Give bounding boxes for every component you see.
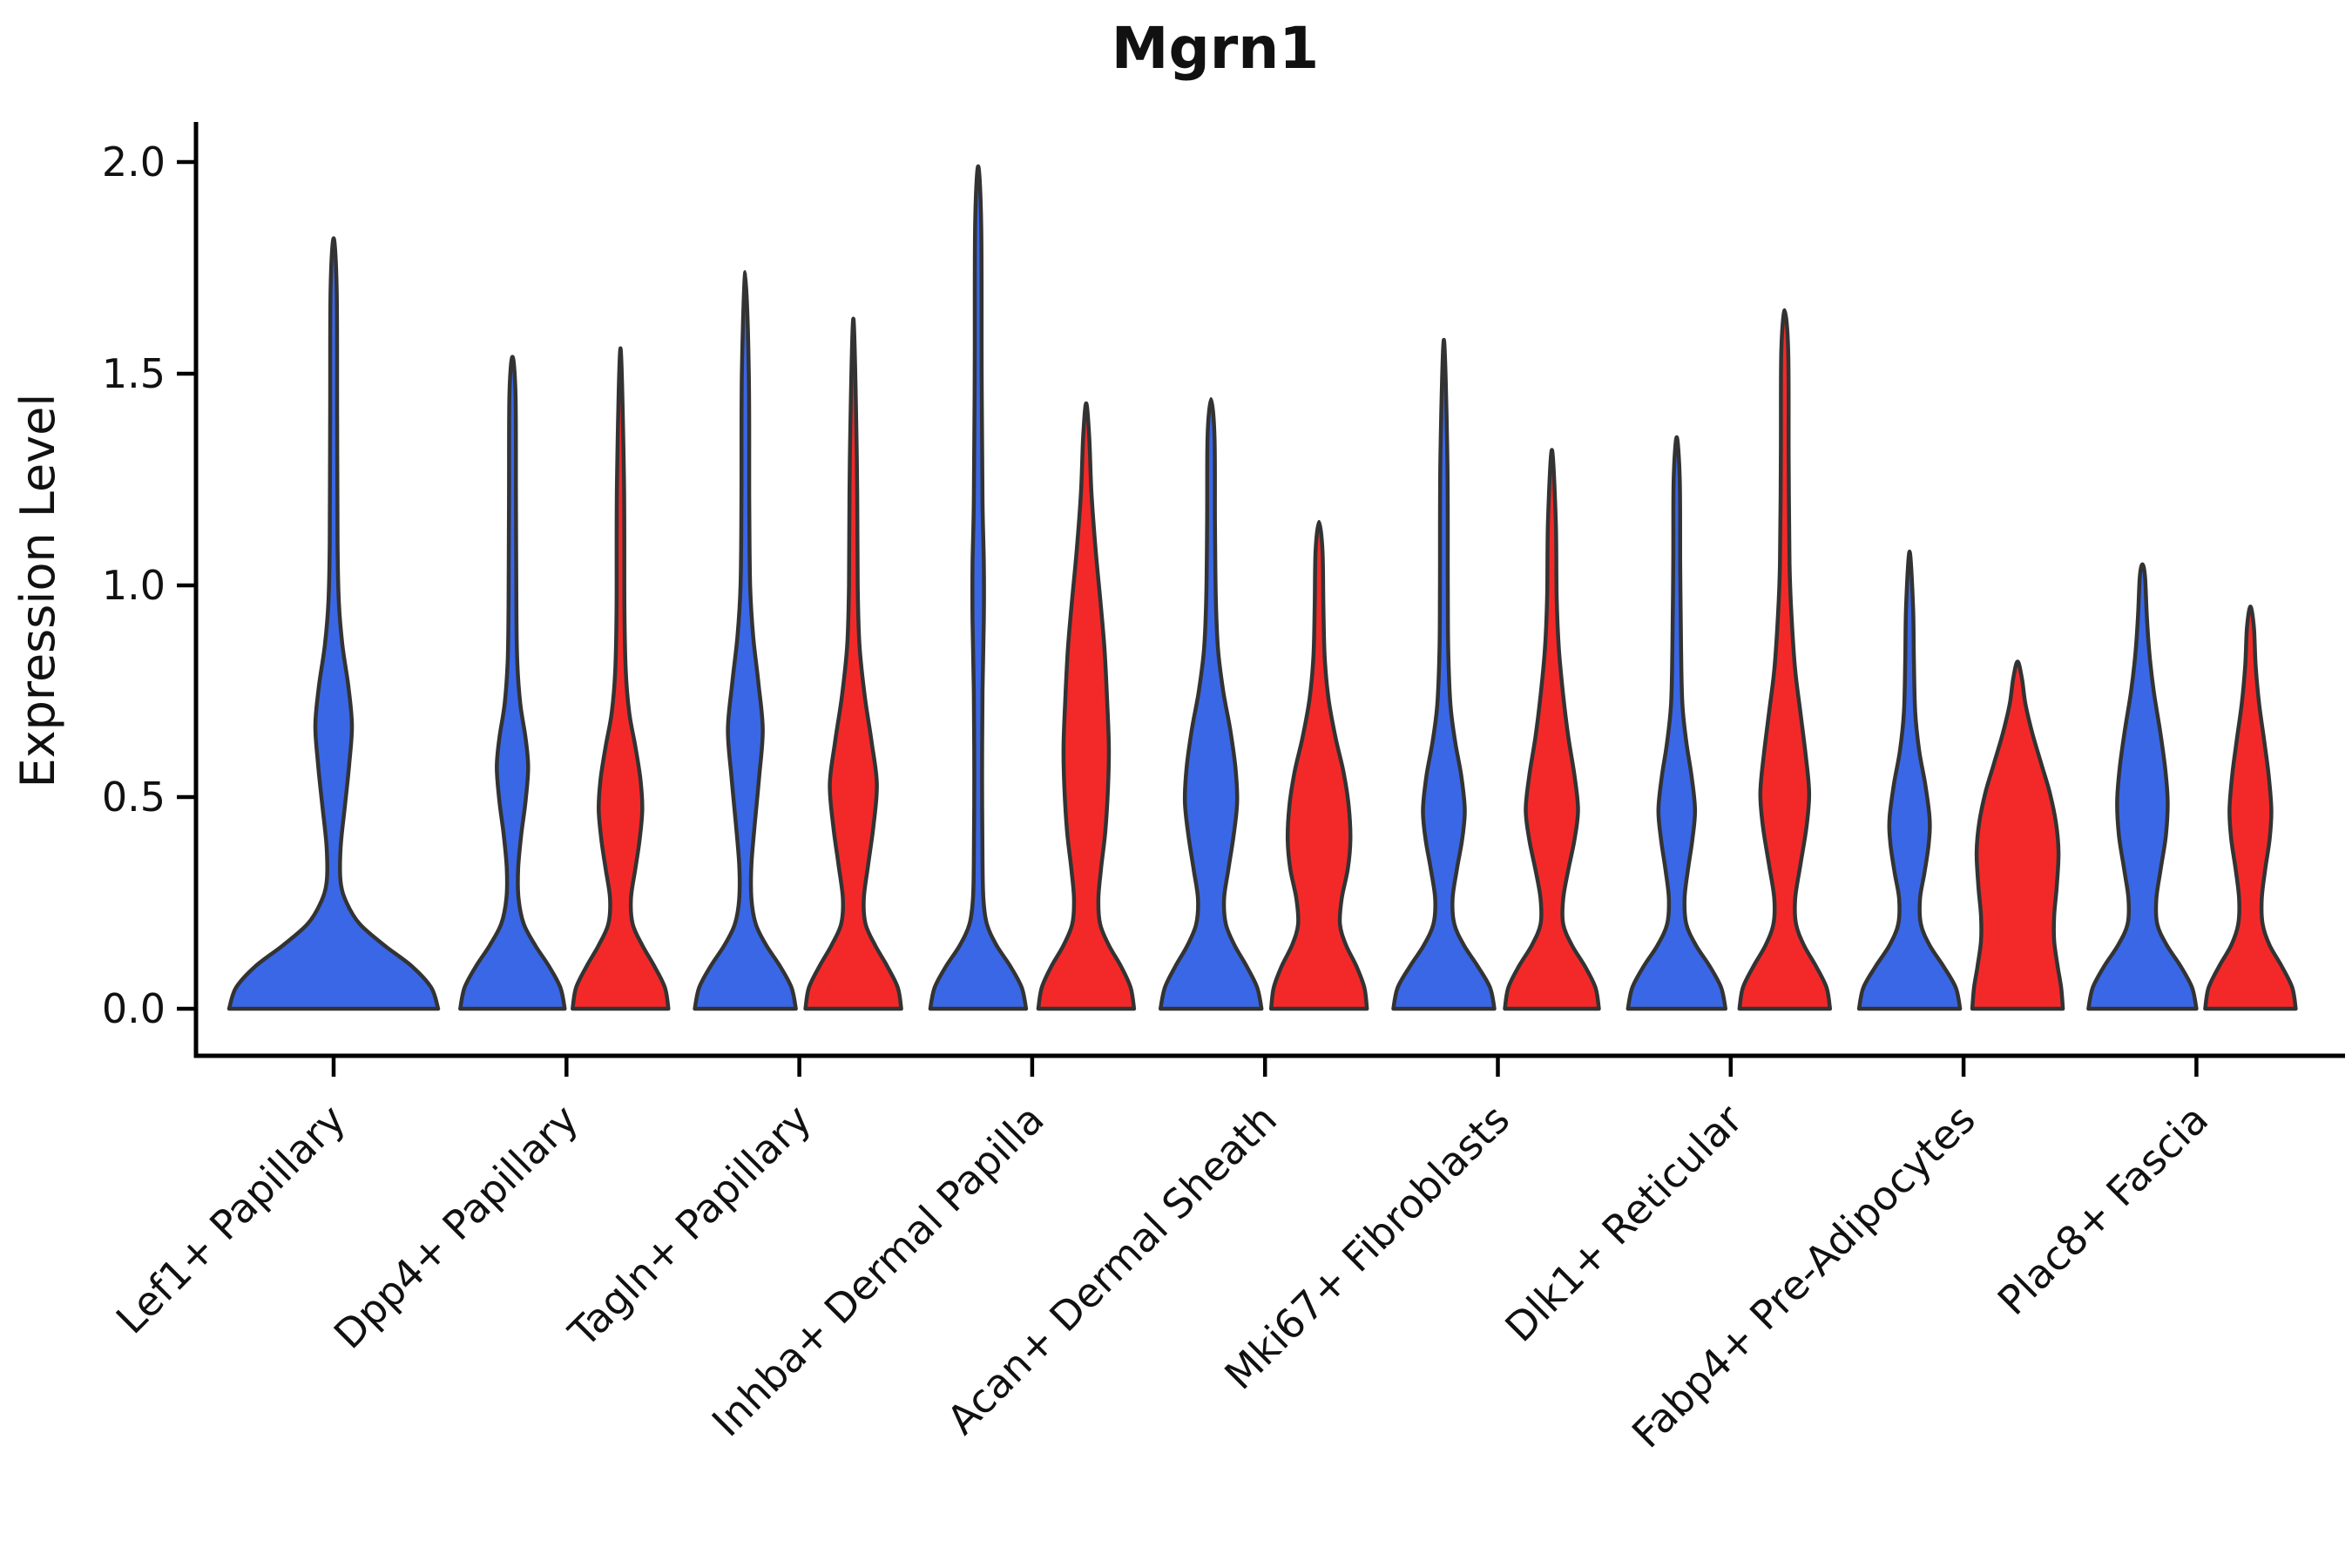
- x-tick-label: Lef1+ Papillary: [107, 1096, 355, 1343]
- violin-3-red: [1036, 401, 1137, 1011]
- violin-7-red: [1970, 659, 2065, 1011]
- x-tick-label: Dpp4+ Papillary: [325, 1096, 587, 1358]
- x-tick-label: Tagln+ Papillary: [559, 1096, 821, 1357]
- violin-4-red: [1268, 519, 1369, 1011]
- violin-2-blue: [693, 270, 798, 1011]
- y-tick-label: 1.5: [102, 350, 166, 397]
- violin-1-blue: [458, 355, 567, 1011]
- x-tick-label: Dlk1+ Reticular: [1496, 1096, 1751, 1351]
- violin-5-blue: [1391, 337, 1497, 1011]
- y-tick-label: 2.0: [102, 139, 166, 186]
- violins-layer: [226, 164, 2298, 1011]
- violin-4-blue: [1158, 396, 1264, 1011]
- violin-3-blue: [928, 164, 1029, 1011]
- y-axis-label: Expression Level: [10, 394, 65, 788]
- violin-2-red: [803, 316, 903, 1011]
- violin-6-blue: [1625, 435, 1728, 1011]
- x-tick-label: Plac8+ Fascia: [1989, 1096, 2217, 1324]
- y-tick-label: 0.5: [102, 774, 166, 821]
- violin-8-red: [2203, 605, 2298, 1011]
- violin-5-red: [1503, 448, 1601, 1011]
- violin-7-blue: [1856, 549, 1963, 1011]
- axes-layer: [177, 122, 2345, 1077]
- chart-title: Mgrn1: [1112, 15, 1319, 82]
- violin-0-blue: [226, 236, 441, 1011]
- violin-1-red: [571, 346, 671, 1011]
- y-tick-label: 1.0: [102, 562, 166, 609]
- y-tick-label: 0.0: [102, 985, 166, 1032]
- violin-8-blue: [2086, 562, 2199, 1011]
- violin-6-red: [1737, 308, 1833, 1011]
